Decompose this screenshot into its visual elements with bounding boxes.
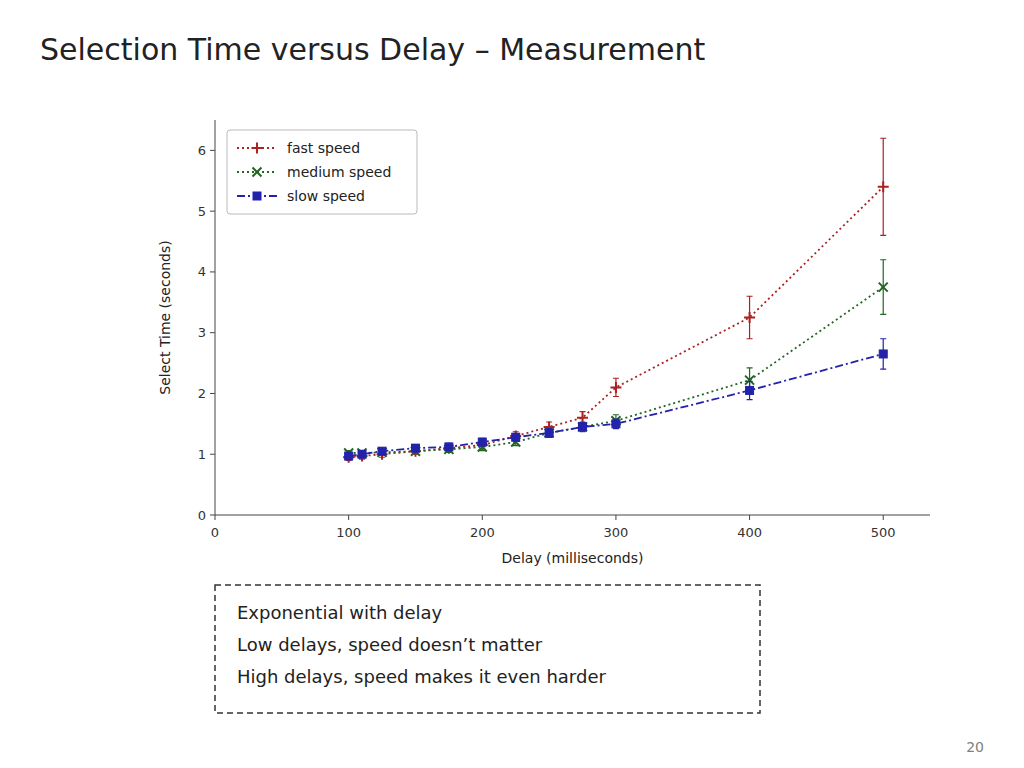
error-bar	[546, 429, 552, 438]
data-point	[746, 386, 754, 394]
data-point	[478, 438, 486, 446]
legend-label: medium speed	[287, 164, 391, 180]
y-axis-label: Select Time (seconds)	[157, 240, 173, 395]
error-bar	[580, 422, 586, 432]
y-tick-label: 5	[198, 204, 206, 219]
y-tick	[210, 271, 215, 272]
title: Selection Time versus Delay – Measuremen…	[40, 32, 705, 67]
error-bar	[880, 339, 886, 369]
error-bar	[546, 429, 552, 438]
x-tick-label: 100	[336, 525, 361, 540]
y-tick	[210, 150, 215, 151]
data-point	[357, 451, 368, 462]
data-point	[411, 444, 419, 452]
series-line	[349, 287, 884, 453]
error-bar	[613, 419, 619, 429]
data-point	[510, 431, 521, 442]
data-point	[445, 443, 453, 451]
data-point	[545, 429, 553, 437]
series-line	[349, 187, 884, 457]
data-point	[378, 447, 386, 455]
legend-marker	[252, 143, 263, 154]
legend-marker	[253, 168, 262, 177]
data-point	[610, 382, 621, 393]
x-tick-label: 500	[871, 525, 896, 540]
legend-label: fast speed	[287, 140, 360, 156]
y-tick-label: 1	[198, 447, 206, 462]
error-bar	[513, 432, 519, 441]
annotation-line: Low delays, speed doesn’t matter	[237, 634, 543, 655]
x-tick	[749, 515, 750, 520]
error-bar	[379, 448, 385, 454]
data-point	[878, 181, 889, 192]
error-bar	[412, 445, 418, 452]
y-tick-label: 6	[198, 143, 206, 158]
error-bar	[446, 443, 452, 450]
error-bar	[580, 423, 586, 432]
error-bar	[513, 434, 519, 441]
legend: fast speed medium speed slow speed	[227, 130, 417, 214]
data-point	[879, 283, 888, 292]
legend-marker	[253, 192, 261, 200]
y-tick	[210, 211, 215, 212]
data-point	[579, 423, 587, 431]
legend-label: slow speed	[287, 188, 365, 204]
y-tick-label: 3	[198, 325, 206, 340]
x-tick-label: 300	[604, 525, 629, 540]
error-bar	[479, 438, 485, 445]
data-point	[612, 420, 620, 428]
series-line	[349, 354, 884, 456]
annotation: Exponential with delay Low delays, speed …	[237, 602, 606, 687]
annotation-line: High delays, speed makes it even harder	[237, 666, 606, 687]
data-point	[545, 428, 554, 437]
annotation-line: Exponential with delay	[237, 602, 443, 623]
x-axis-line	[215, 515, 930, 516]
data-point	[879, 350, 887, 358]
x-tick-label: 200	[470, 525, 495, 540]
y-tick-label: 2	[198, 386, 206, 401]
data-point	[345, 452, 353, 460]
y-tick	[210, 393, 215, 394]
error-bar	[613, 415, 619, 427]
error-bar	[359, 451, 365, 457]
data-point	[443, 443, 454, 454]
x-tick	[215, 515, 216, 520]
error-bar	[747, 381, 753, 399]
annotation-box	[215, 585, 760, 713]
plot-area	[343, 138, 889, 463]
data-point	[378, 448, 387, 457]
slide-number: 20	[966, 739, 984, 755]
legend-box	[227, 130, 417, 214]
data-point	[358, 449, 367, 458]
y-axis-line	[215, 120, 216, 515]
x-tick	[615, 515, 616, 520]
chart: Selection Time versus Delay – Measuremen…	[0, 0, 1024, 768]
data-point	[744, 312, 755, 323]
x-tick-label: 400	[737, 525, 762, 540]
x-tick-label: 0	[211, 525, 219, 540]
y-tick	[210, 515, 215, 516]
data-point	[512, 433, 520, 441]
data-point	[358, 450, 366, 458]
x-tick	[883, 515, 884, 520]
y-tick	[210, 454, 215, 455]
data-point	[343, 452, 354, 463]
data-point	[578, 422, 587, 431]
y-tick-label: 0	[198, 508, 206, 523]
x-tick	[348, 515, 349, 520]
error-bar	[346, 453, 352, 459]
y-tick-label: 4	[198, 264, 206, 279]
y-tick	[210, 332, 215, 333]
x-tick	[482, 515, 483, 520]
x-axis-label: Delay (milliseconds)	[502, 550, 644, 566]
